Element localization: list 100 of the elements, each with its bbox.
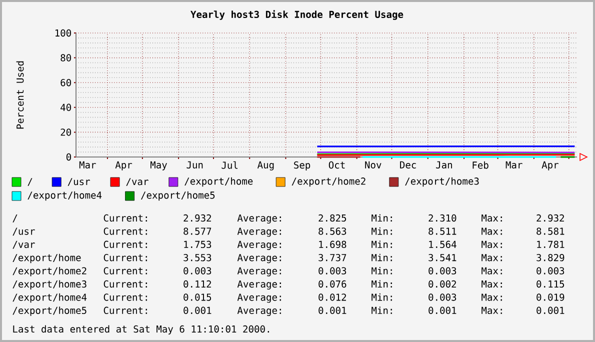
text: Max: bbox=[482, 306, 502, 314]
text: 1.564 bbox=[429, 240, 456, 248]
text: 2.932 bbox=[536, 214, 564, 222]
x-tick-label: Jul bbox=[222, 161, 238, 169]
text: /export/home3 bbox=[12, 280, 86, 290]
y-axis-title: Percent Used bbox=[16, 61, 24, 129]
text: Current: bbox=[104, 294, 147, 301]
text: 0.003 bbox=[428, 294, 456, 301]
text: 0.001 bbox=[536, 306, 564, 314]
text: 8.577 bbox=[184, 228, 212, 235]
text: Max: bbox=[482, 294, 502, 301]
text: Current: bbox=[104, 214, 147, 222]
x-tick-label: Mar bbox=[79, 161, 96, 168]
text: 0.001 bbox=[428, 306, 456, 314]
text: Min: bbox=[372, 267, 392, 274]
text: Average: bbox=[237, 267, 281, 276]
text: 3.553 bbox=[184, 254, 212, 262]
x-tick-label: May bbox=[150, 161, 167, 170]
x-tick-label: Jun bbox=[186, 161, 203, 168]
text: 3.737 bbox=[318, 254, 346, 262]
text: Average: bbox=[237, 214, 281, 224]
text: 1.781 bbox=[537, 240, 564, 248]
x-tick-label: Oct bbox=[328, 161, 345, 169]
text: /export/home bbox=[12, 254, 81, 264]
y-tick-label: 80 bbox=[60, 54, 71, 62]
text: 0.003 bbox=[428, 267, 456, 274]
x-tick-label: Jan bbox=[436, 161, 452, 168]
text: 1.698 bbox=[319, 240, 346, 248]
text: Min: bbox=[372, 280, 392, 288]
text: 0.003 bbox=[536, 267, 564, 274]
text: /export/home5 bbox=[12, 306, 86, 316]
text: Current: bbox=[104, 240, 147, 248]
x-tick-label: Feb bbox=[472, 161, 488, 169]
legend-label: /usr bbox=[68, 178, 90, 186]
text: 0.112 bbox=[184, 280, 211, 288]
text: Max: bbox=[482, 240, 502, 248]
text: 8.511 bbox=[428, 228, 456, 235]
text: Max: bbox=[482, 254, 502, 262]
text: 0.002 bbox=[428, 280, 456, 288]
text: 0.001 bbox=[184, 306, 212, 314]
text: / bbox=[12, 214, 18, 222]
text: Current: bbox=[104, 267, 147, 274]
text: 0.019 bbox=[536, 294, 564, 301]
x-tick-label: Apr bbox=[115, 161, 132, 170]
x-tick-label: Apr bbox=[542, 161, 558, 170]
text: 0.115 bbox=[536, 280, 564, 288]
text: 2.310 bbox=[428, 214, 456, 222]
text: Max: bbox=[482, 267, 502, 274]
legend-label: / bbox=[28, 178, 32, 186]
chart-title: Yearly host3 Disk Inode Percent Usage bbox=[190, 10, 404, 20]
text: Average: bbox=[237, 280, 281, 290]
legend-label: /export/home4 bbox=[28, 191, 102, 201]
text: 2.932 bbox=[184, 214, 211, 222]
text: Min: bbox=[372, 214, 392, 222]
text: 8.563 bbox=[318, 228, 346, 235]
text: Current: bbox=[104, 254, 147, 262]
text: Last data entered at Sat May 6 11:10:01 2000. bbox=[13, 325, 269, 334]
x-tick-label: Mar bbox=[506, 161, 522, 168]
text: /export/home4 bbox=[12, 293, 87, 303]
text: 0.003 bbox=[184, 267, 212, 274]
text: 3.829 bbox=[536, 254, 564, 262]
text: 3.541 bbox=[428, 254, 456, 262]
y-tick-label: 40 bbox=[60, 104, 71, 112]
text: /var bbox=[12, 240, 35, 249]
text: 0.015 bbox=[184, 294, 212, 301]
x-tick-label: Nov bbox=[365, 161, 382, 168]
legend-label: /export/home2 bbox=[292, 177, 366, 187]
text: Average: bbox=[237, 254, 281, 264]
text: Min: bbox=[372, 293, 392, 301]
text: Min: bbox=[372, 306, 392, 314]
legend-label: /export/home bbox=[184, 177, 253, 187]
text: Average: bbox=[237, 228, 281, 237]
text: 0.003 bbox=[318, 267, 346, 274]
text: Min: bbox=[372, 254, 392, 262]
text: /export/home2 bbox=[12, 267, 86, 276]
text: Current: bbox=[104, 280, 147, 288]
y-tick-label: 0 bbox=[66, 153, 71, 161]
text: 0.076 bbox=[318, 280, 346, 288]
text: /usr bbox=[12, 228, 35, 236]
text: Average: bbox=[237, 294, 281, 303]
text: Average: bbox=[237, 240, 281, 250]
text: Min: bbox=[372, 240, 392, 248]
x-tick-label: Aug bbox=[257, 161, 274, 170]
text: Max: bbox=[482, 280, 502, 288]
legend-label: /var bbox=[126, 178, 148, 186]
legend-label: /export/home3 bbox=[405, 177, 479, 187]
legend-label: /export/home5 bbox=[140, 191, 215, 201]
text: Max: bbox=[482, 228, 502, 235]
y-tick-label: 60 bbox=[60, 78, 71, 86]
x-tick-label: Sep bbox=[294, 161, 310, 170]
y-tick-label: 100 bbox=[56, 29, 71, 37]
text: Max: bbox=[482, 214, 502, 222]
text: Min: bbox=[372, 227, 392, 235]
text: 8.581 bbox=[536, 228, 564, 235]
text: Current: bbox=[104, 228, 147, 235]
text: 0.012 bbox=[318, 294, 346, 301]
x-tick-label: Dec bbox=[400, 161, 416, 168]
y-tick-label: 20 bbox=[60, 128, 71, 136]
text: Average: bbox=[237, 306, 281, 316]
text: 1.753 bbox=[184, 240, 212, 248]
